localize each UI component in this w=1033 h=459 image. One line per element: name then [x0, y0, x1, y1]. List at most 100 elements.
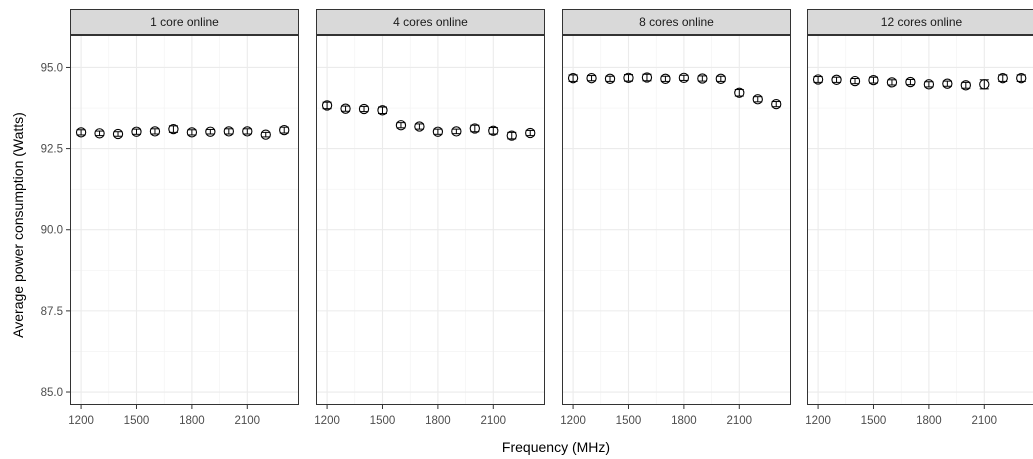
facet-strip-label: 8 cores online	[639, 15, 714, 29]
error-bar	[961, 81, 971, 89]
x-tick-label: 2100	[234, 415, 260, 427]
error-bar	[433, 128, 443, 135]
data-point	[905, 76, 916, 88]
data-point	[525, 127, 536, 139]
x-tick-label: 2100	[971, 415, 997, 427]
data-point	[812, 74, 824, 85]
facet-panel: 4 cores online 1200 1500 1800 2100	[314, 9, 545, 427]
error-bar	[605, 75, 615, 82]
x-tick-label: 2100	[726, 415, 752, 427]
error-bar	[242, 128, 252, 135]
x-tick-label: 1500	[124, 415, 150, 427]
x-tick-label: 1800	[425, 415, 451, 427]
y-tick-label: 92.5	[41, 144, 63, 156]
error-bar	[396, 122, 406, 129]
data-point	[960, 80, 971, 91]
data-point	[979, 79, 990, 90]
data-point	[1016, 73, 1027, 84]
y-axis-title: Average power consumption (Watts)	[10, 112, 26, 338]
facet-strip	[316, 9, 545, 35]
y-tick-label: 87.5	[41, 306, 63, 318]
x-tick-label: 1500	[616, 415, 642, 427]
data-point	[75, 127, 87, 138]
y-axis: 85.0 87.5 90.0 92.5 95.0	[41, 62, 70, 399]
data-point	[260, 129, 271, 140]
data-point	[831, 74, 842, 85]
data-point	[715, 73, 726, 84]
error-bar	[187, 129, 197, 136]
data-point	[771, 98, 782, 110]
panel-background	[562, 35, 791, 405]
x-tick-label: 1200	[805, 415, 831, 427]
error-bar	[942, 80, 952, 87]
error-bar	[150, 128, 160, 135]
error-bar	[359, 105, 369, 113]
data-point	[734, 87, 745, 98]
x-tick-label: 1200	[560, 415, 586, 427]
data-point	[432, 126, 444, 137]
panel-border	[70, 35, 299, 405]
data-point	[660, 73, 671, 84]
data-point	[886, 77, 898, 88]
data-point	[923, 79, 935, 90]
error-bar	[905, 78, 915, 86]
error-bar	[771, 101, 781, 108]
data-point	[321, 100, 333, 111]
data-point	[168, 123, 179, 135]
error-bar	[95, 130, 105, 137]
error-bar	[205, 128, 215, 135]
x-tick-label: 1500	[370, 415, 396, 427]
error-bar	[113, 131, 123, 137]
x-axis-title: Frequency (MHz)	[502, 439, 610, 455]
y-tick-label: 95.0	[41, 62, 63, 74]
x-tick-label: 1200	[314, 415, 340, 427]
data-point	[849, 75, 861, 87]
panel-border	[807, 35, 1033, 405]
error-bar	[587, 75, 597, 82]
data-point	[205, 126, 216, 137]
error-bar	[279, 126, 289, 134]
panel-border	[562, 35, 791, 405]
y-tick-label: 90.0	[41, 225, 63, 237]
error-bar	[716, 75, 726, 82]
error-bar	[679, 74, 689, 81]
facet-panel: 12 cores online 1200 1500 1800 2100	[805, 9, 1033, 427]
error-bar	[224, 128, 234, 135]
error-bar	[341, 105, 351, 112]
panel-background	[70, 35, 299, 405]
data-point	[377, 105, 388, 116]
data-point	[469, 123, 480, 134]
y-tick-label: 85.0	[41, 387, 63, 399]
error-bar	[868, 76, 878, 84]
x-tick-label: 1500	[861, 415, 887, 427]
x-tick-label: 2100	[480, 415, 506, 427]
data-point	[223, 126, 234, 137]
data-point	[488, 125, 499, 136]
facet-strip-label: 12 cores online	[881, 15, 963, 29]
error-bar	[660, 75, 670, 82]
error-bar	[451, 128, 461, 135]
error-bar	[924, 81, 934, 88]
facet-strip	[807, 9, 1033, 35]
data-point	[279, 124, 290, 136]
x-tick-label: 1800	[671, 415, 697, 427]
data-point	[414, 121, 425, 132]
error-bar	[525, 129, 535, 137]
data-point	[567, 73, 579, 84]
data-point	[242, 126, 253, 137]
error-bar	[697, 75, 707, 82]
data-point	[942, 78, 953, 89]
x-tick-label: 1800	[916, 415, 942, 427]
facet-strip	[70, 9, 299, 35]
error-bar	[813, 76, 823, 83]
data-point	[678, 72, 690, 83]
data-point	[94, 128, 105, 139]
data-point	[752, 94, 763, 105]
error-bar	[850, 77, 860, 85]
error-bar	[131, 128, 141, 135]
error-bar	[414, 123, 424, 130]
facet-panel: 1 core online 1200 1500 1800 2100	[68, 9, 299, 427]
data-point	[112, 128, 124, 140]
